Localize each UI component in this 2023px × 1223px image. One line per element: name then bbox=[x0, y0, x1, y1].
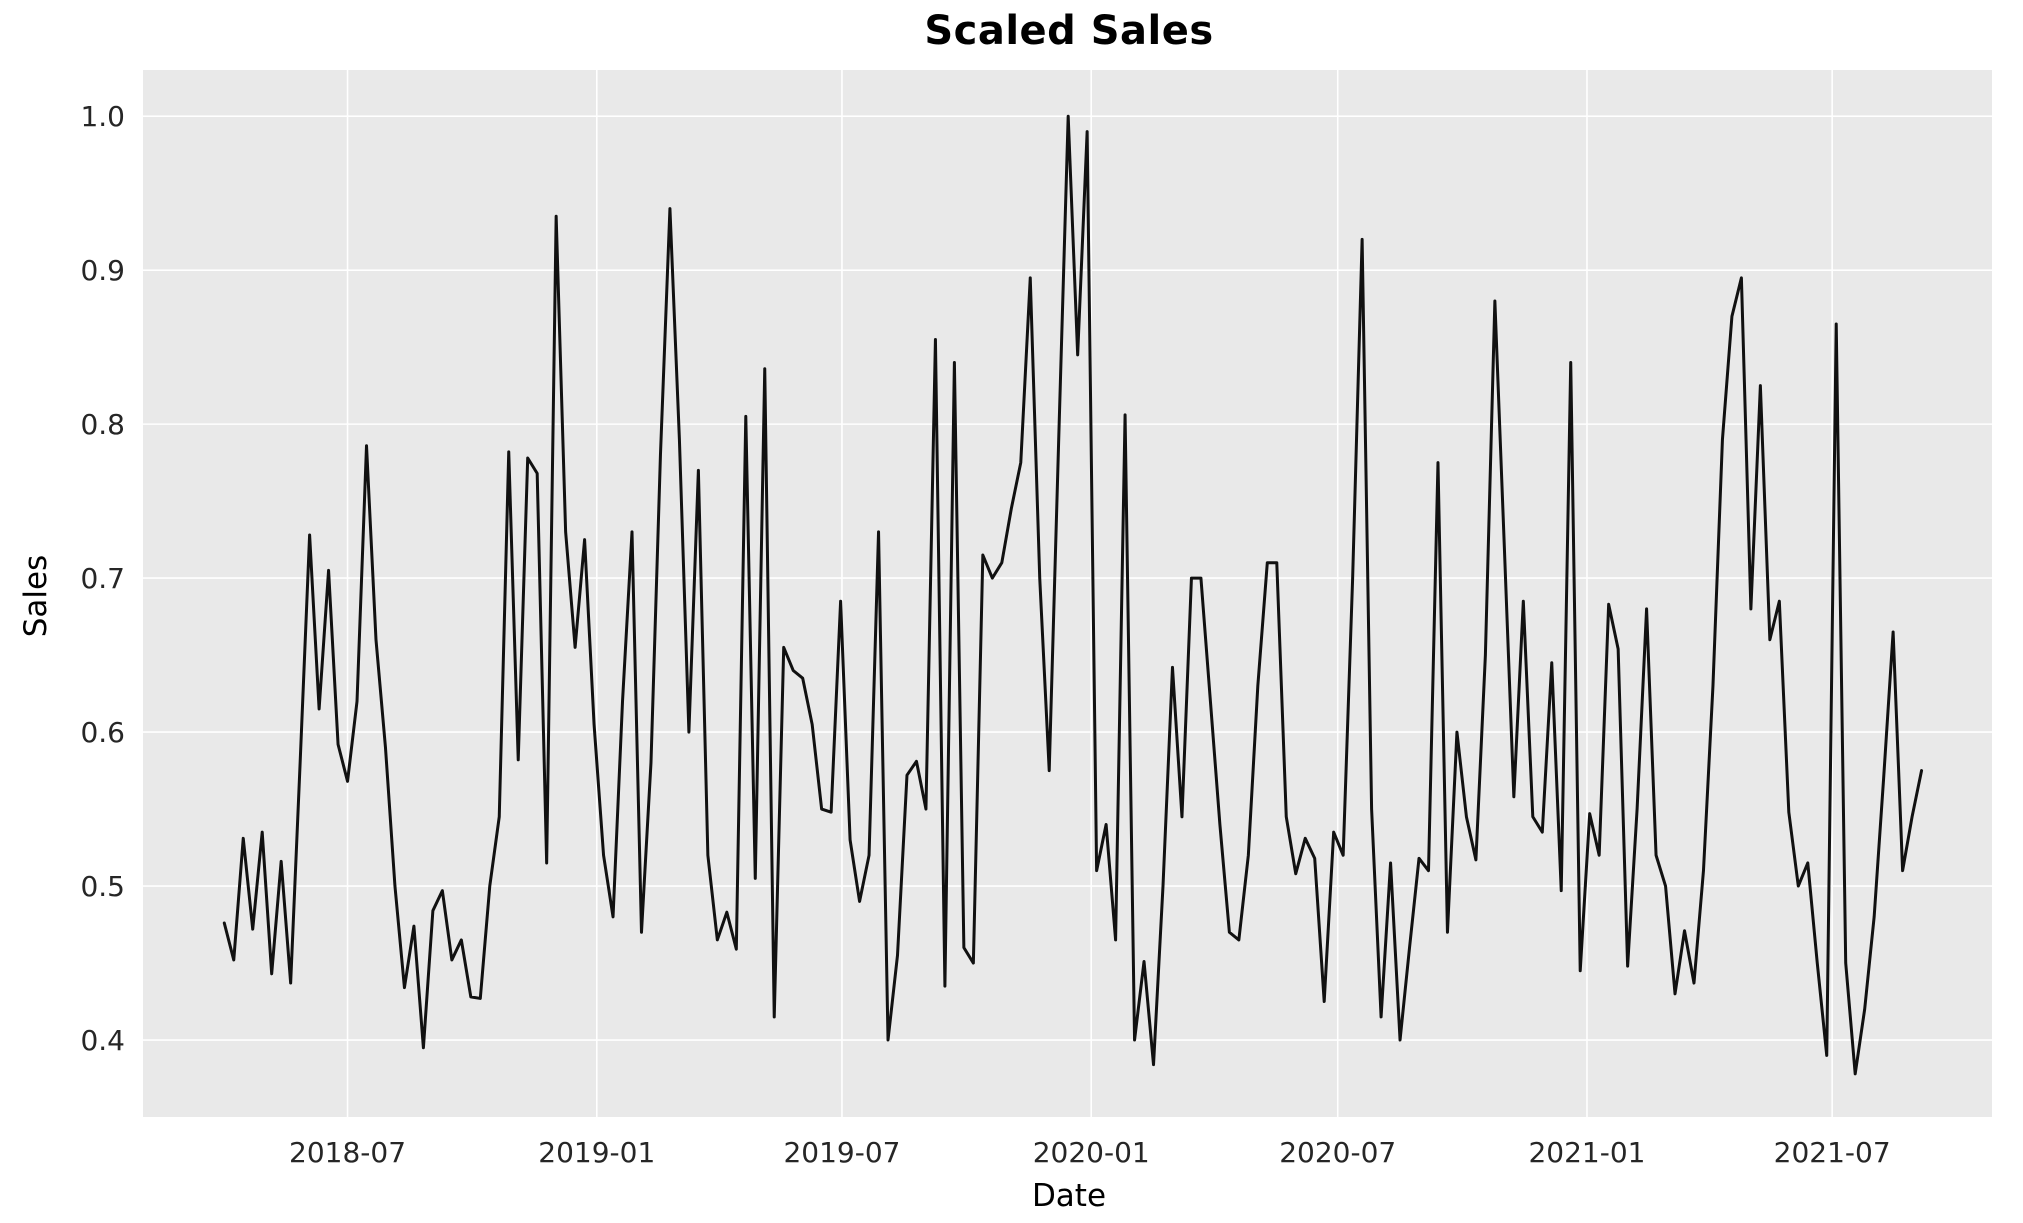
plot-area bbox=[143, 70, 1992, 1117]
y-tick-label: 0.8 bbox=[80, 408, 125, 441]
x-tick-label: 2019-07 bbox=[783, 1136, 900, 1169]
y-tick-label: 0.9 bbox=[80, 254, 125, 287]
x-tick-label: 2020-01 bbox=[1033, 1136, 1150, 1169]
x-tick-label: 2020-07 bbox=[1279, 1136, 1396, 1169]
y-tick-label: 0.4 bbox=[80, 1024, 125, 1057]
sales-line-series bbox=[222, 114, 1924, 1076]
y-tick-label: 0.5 bbox=[80, 870, 125, 903]
x-tick-label: 2018-07 bbox=[289, 1136, 406, 1169]
x-axis-label: Date bbox=[1031, 1178, 1107, 1214]
chart-title: Scaled Sales bbox=[924, 8, 1214, 54]
x-tick-label: 2021-07 bbox=[1774, 1136, 1891, 1169]
y-tick-label: 0.7 bbox=[80, 562, 125, 595]
y-tick-label: 0.6 bbox=[80, 716, 125, 749]
y-axis-label: Sales bbox=[18, 554, 54, 638]
x-tick-label: 2019-01 bbox=[538, 1136, 655, 1169]
x-tick-label: 2021-01 bbox=[1528, 1136, 1645, 1169]
y-tick-label: 1.0 bbox=[80, 100, 125, 133]
